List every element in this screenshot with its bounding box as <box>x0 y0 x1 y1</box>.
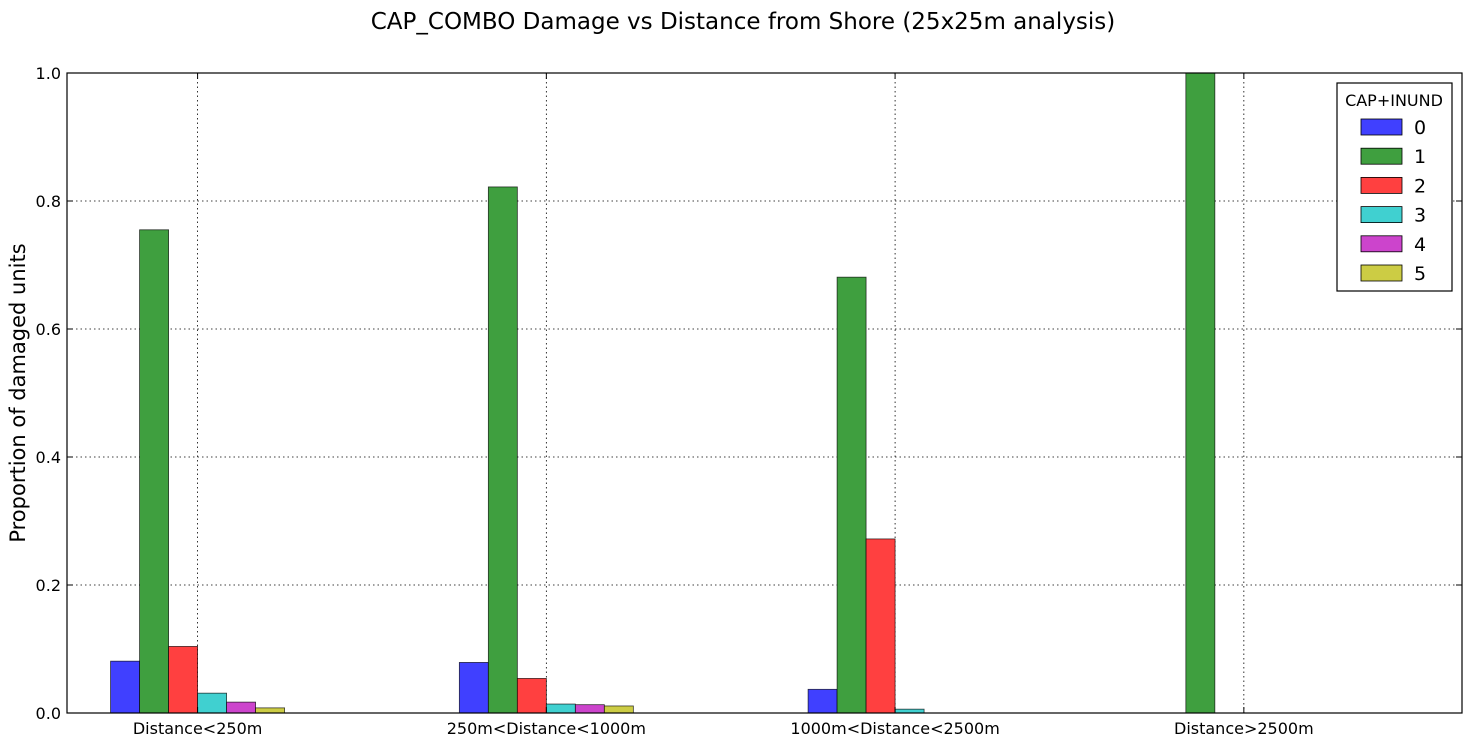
y-tick-label: 1.0 <box>36 64 61 83</box>
y-tick-label: 0.0 <box>36 704 61 723</box>
bar <box>603 705 634 714</box>
bar <box>255 707 285 714</box>
bar <box>487 186 518 714</box>
legend-title: CAP+INUND <box>1345 91 1443 110</box>
bar <box>807 688 838 714</box>
plot-frame <box>66 72 1463 714</box>
legend-label: 0 <box>1414 117 1426 139</box>
y-tick-label: 0.2 <box>36 576 61 595</box>
y-axis-label: Proportion of damaged units <box>6 243 30 542</box>
x-tick-label: Distance<250m <box>133 719 263 738</box>
bar <box>836 276 867 714</box>
bar <box>168 646 198 714</box>
legend-swatch <box>1360 118 1403 136</box>
grid-lines <box>67 73 1462 713</box>
chart-title: CAP_COMBO Damage vs Distance from Shore … <box>371 9 1116 35</box>
x-tick-label: Distance>2500m <box>1174 719 1314 738</box>
legend: CAP+INUND 0 1 2 3 4 5 <box>1336 82 1453 292</box>
bar <box>458 662 489 714</box>
bar <box>226 701 256 714</box>
legend-label: 3 <box>1414 205 1426 227</box>
legend-label: 1 <box>1414 146 1426 168</box>
bar <box>139 229 169 714</box>
x-tick-label: 250m<Distance<1000m <box>447 719 646 738</box>
legend-swatch <box>1360 264 1403 282</box>
y-tick-label: 0.4 <box>36 448 61 467</box>
legend-label: 2 <box>1414 175 1426 197</box>
legend-swatch <box>1360 147 1403 165</box>
legend-label: 5 <box>1414 263 1426 285</box>
bar <box>574 704 605 714</box>
bar <box>516 678 547 714</box>
x-tick-label: 1000m<Distance<2500m <box>790 719 999 738</box>
bar <box>110 660 140 714</box>
legend-swatch <box>1360 235 1403 253</box>
y-tick-label: 0.8 <box>36 192 61 211</box>
y-tick-label: 0.6 <box>36 320 61 339</box>
legend-swatch <box>1360 206 1403 224</box>
bar <box>545 703 576 714</box>
bar <box>865 538 896 714</box>
bar <box>197 692 227 714</box>
legend-swatch <box>1360 176 1403 194</box>
bars <box>110 72 1216 714</box>
legend-label: 4 <box>1414 234 1426 256</box>
legend-items: 0 1 2 3 4 5 <box>1360 117 1426 285</box>
axis-ticks: 0.0 0.2 0.4 0.6 0.8 1.0 Distance<250m 250m<Dist… <box>36 64 1462 738</box>
bar <box>1185 72 1216 714</box>
